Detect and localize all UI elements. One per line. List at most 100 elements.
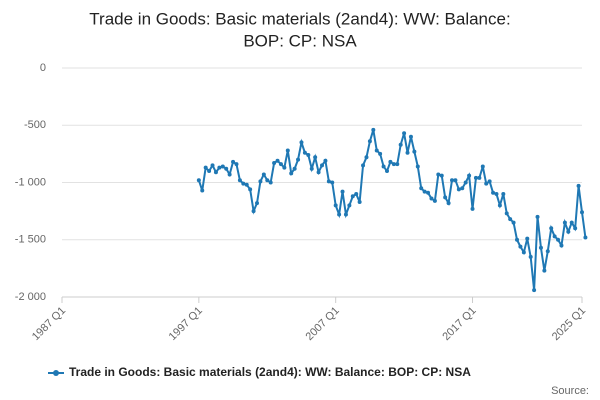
line — [197, 129, 587, 291]
point — [343, 212, 348, 217]
point — [213, 170, 218, 175]
point — [244, 182, 249, 187]
point — [261, 172, 266, 177]
point — [556, 237, 561, 242]
point — [357, 199, 362, 204]
point — [508, 217, 513, 222]
y-tick-label: -2 000 — [15, 291, 46, 303]
point — [378, 151, 383, 156]
point — [532, 288, 537, 293]
point — [436, 172, 441, 177]
point — [374, 148, 379, 153]
point — [559, 243, 564, 248]
point — [460, 186, 465, 191]
point — [289, 171, 294, 176]
point — [552, 234, 557, 239]
chart-title: Trade in Goods: Basic materials (2and4):… — [89, 9, 510, 28]
point — [515, 237, 519, 242]
point — [487, 179, 492, 184]
point — [313, 155, 318, 160]
point — [405, 150, 410, 155]
y-tick-label: 0 — [40, 62, 46, 74]
point — [391, 162, 396, 167]
point — [207, 169, 212, 174]
point — [467, 173, 472, 178]
legend-marker — [53, 370, 59, 376]
point — [453, 178, 458, 183]
point — [241, 181, 246, 186]
point — [285, 148, 290, 153]
point — [371, 127, 376, 132]
point — [504, 211, 509, 216]
point — [292, 166, 297, 171]
point — [450, 178, 454, 183]
point — [278, 162, 283, 167]
point — [456, 187, 461, 192]
point — [258, 179, 263, 184]
point — [426, 190, 431, 195]
point — [398, 142, 403, 147]
point — [316, 170, 321, 175]
point — [583, 235, 588, 240]
point — [538, 245, 543, 250]
point — [231, 159, 236, 164]
point — [580, 210, 584, 215]
point — [275, 158, 280, 163]
point — [528, 254, 533, 259]
point — [282, 165, 287, 170]
y-tick-label: -1 500 — [15, 234, 46, 246]
point — [210, 163, 215, 168]
point — [227, 172, 232, 177]
point — [268, 180, 273, 185]
point — [237, 178, 242, 183]
point — [196, 178, 201, 183]
point — [203, 165, 208, 170]
point — [521, 250, 526, 255]
point — [542, 268, 547, 273]
point — [549, 226, 554, 231]
x-tick-label: 2017 Q1 — [440, 305, 478, 343]
point — [251, 209, 256, 214]
point — [470, 206, 475, 211]
point — [443, 195, 448, 200]
point — [501, 191, 506, 196]
point — [385, 169, 389, 174]
point — [422, 189, 427, 194]
point — [518, 244, 523, 249]
point — [337, 212, 342, 217]
x-tick-label: 1987 Q1 — [30, 305, 68, 343]
point — [484, 181, 489, 186]
point — [347, 203, 352, 208]
point — [419, 186, 424, 191]
point — [299, 140, 304, 145]
point — [220, 164, 225, 169]
point — [296, 157, 301, 162]
point — [326, 179, 331, 184]
point — [525, 236, 530, 241]
x-tick-label: 2025 Q1 — [550, 305, 588, 343]
point — [361, 163, 366, 168]
point — [408, 134, 413, 139]
point — [320, 163, 324, 168]
point — [415, 164, 420, 169]
point — [402, 131, 407, 136]
point — [412, 149, 417, 154]
point — [494, 191, 499, 196]
source: Source: — [551, 385, 589, 397]
point — [477, 175, 482, 180]
point — [395, 162, 400, 167]
point — [350, 194, 355, 199]
x-tick-label: 2007 Q1 — [304, 305, 342, 343]
point — [463, 180, 468, 185]
point — [234, 162, 239, 167]
point — [573, 226, 578, 231]
point — [497, 203, 502, 208]
point — [364, 155, 369, 160]
point — [330, 180, 335, 185]
point — [566, 229, 571, 234]
y-tick-label: -1 000 — [15, 176, 46, 188]
legend-label: Trade in Goods: Basic materials (2and4):… — [69, 365, 471, 379]
point — [265, 178, 270, 183]
point — [200, 188, 205, 193]
